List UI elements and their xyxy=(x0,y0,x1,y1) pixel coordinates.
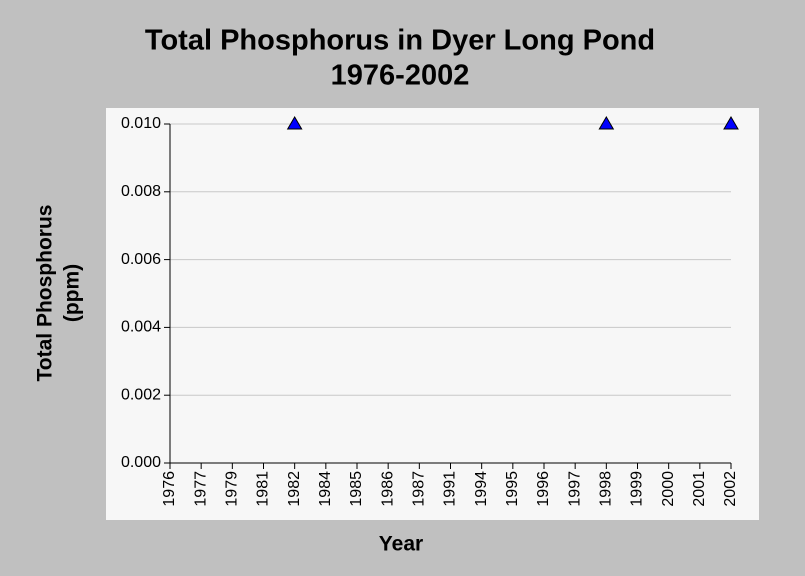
x-tick-label: 1997 xyxy=(566,471,583,507)
x-tick-label: 1982 xyxy=(286,471,303,507)
y-axis-title: Total Phosphorus xyxy=(34,205,57,382)
marker xyxy=(598,116,615,130)
y-tick-label: 0.000 xyxy=(121,454,161,471)
chart-subtitle: 1976-2002 xyxy=(331,60,470,92)
x-tick-label: 1977 xyxy=(192,471,209,507)
x-tick-label: 1976 xyxy=(161,471,178,507)
x-tick-label: 1981 xyxy=(255,471,272,507)
y-tick-label: 0.002 xyxy=(121,386,161,403)
y-tick-label: 0.006 xyxy=(121,251,161,268)
marker xyxy=(723,116,739,130)
x-tick-label: 1984 xyxy=(317,471,334,507)
x-tick-label: 1998 xyxy=(598,471,615,507)
x-tick-label: 2002 xyxy=(722,471,739,507)
x-tick-label: 2001 xyxy=(691,471,708,507)
plot-area xyxy=(106,108,759,520)
marker xyxy=(286,116,303,130)
x-tick-label: 2000 xyxy=(660,471,677,507)
x-tick-label: 1996 xyxy=(535,471,552,507)
x-tick-label: 1991 xyxy=(442,471,459,507)
x-tick-label: 1999 xyxy=(629,471,646,507)
x-tick-label: 1985 xyxy=(348,471,365,507)
x-tick-label: 1987 xyxy=(411,471,428,507)
y-tick-label: 0.008 xyxy=(121,183,161,200)
y-tick-label: 0.010 xyxy=(121,115,161,132)
y-tick-label: 0.004 xyxy=(121,319,161,336)
x-tick-label: 1994 xyxy=(473,471,490,507)
x-tick-label: 1995 xyxy=(504,471,521,507)
x-axis-title: Year xyxy=(379,533,423,556)
x-tick-label: 1986 xyxy=(379,471,396,507)
y-axis-title: (ppm) xyxy=(61,264,84,322)
x-tick-label: 1979 xyxy=(224,471,241,507)
chart-title: Total Phosphorus in Dyer Long Pond xyxy=(145,25,655,57)
